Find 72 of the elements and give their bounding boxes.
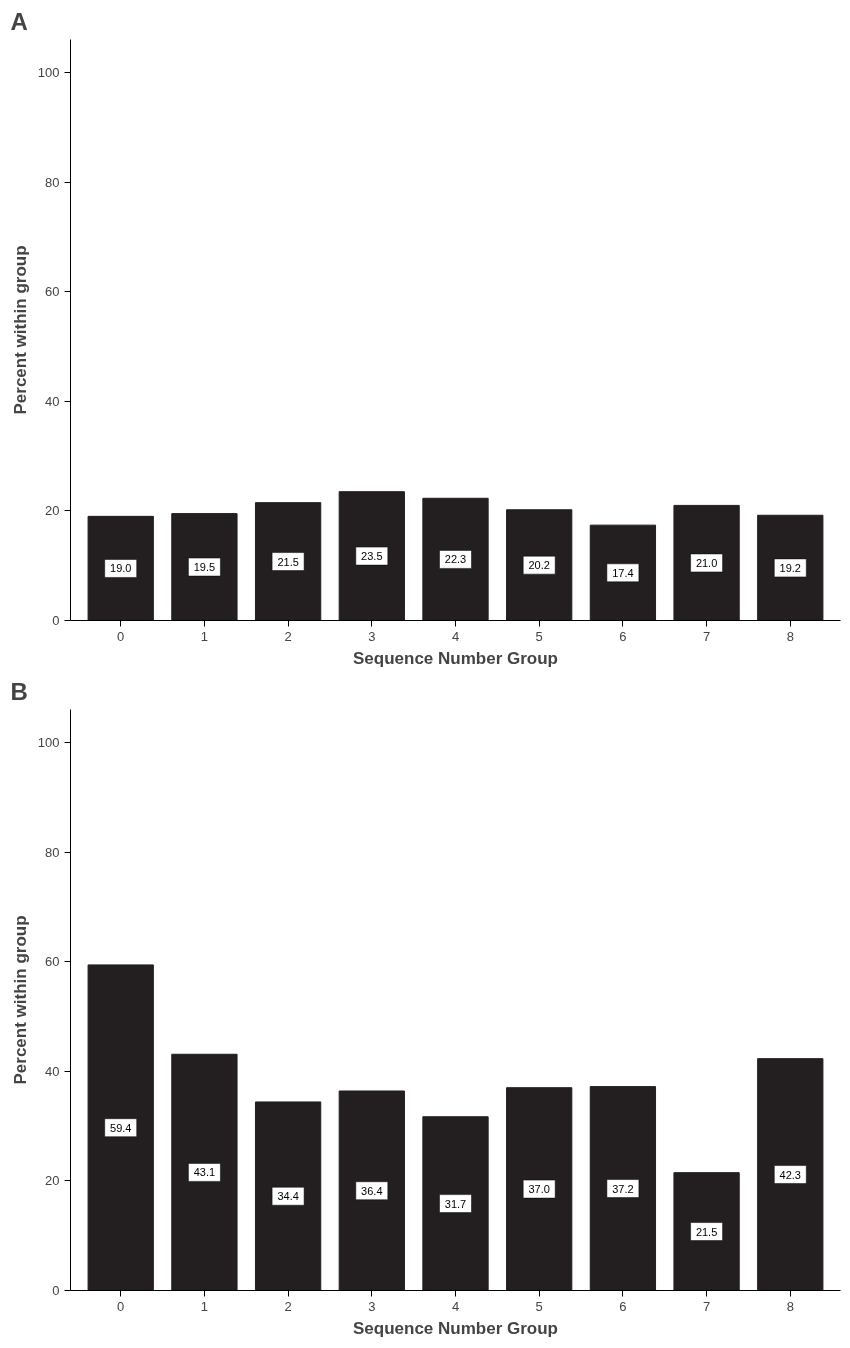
x-tick-label: 8 bbox=[786, 628, 794, 644]
bar bbox=[254, 1101, 322, 1291]
y-axis-title: Percent within group bbox=[10, 245, 30, 415]
data-label: 20.2 bbox=[528, 559, 550, 572]
data-label: 17.4 bbox=[612, 566, 634, 579]
data-label: 21.5 bbox=[277, 555, 299, 568]
bar bbox=[338, 1090, 405, 1291]
bar bbox=[254, 502, 322, 621]
x-tick-label: 8 bbox=[786, 1298, 794, 1314]
bar bbox=[757, 514, 824, 621]
bar bbox=[589, 1086, 657, 1291]
data-label: 43.1 bbox=[193, 1166, 216, 1179]
bar bbox=[87, 964, 154, 1291]
bar bbox=[422, 497, 489, 621]
x-tick-label: 3 bbox=[368, 1298, 376, 1314]
bar bbox=[171, 1053, 238, 1291]
chart-title: B bbox=[10, 677, 28, 705]
bar bbox=[757, 1058, 824, 1291]
data-label: 22.3 bbox=[444, 553, 467, 566]
x-tick-label: 4 bbox=[451, 1298, 460, 1314]
data-label: 59.4 bbox=[110, 1121, 132, 1134]
bar bbox=[506, 1087, 573, 1291]
data-label: 21.0 bbox=[695, 556, 718, 569]
bar bbox=[87, 515, 154, 621]
data-label: 19.5 bbox=[193, 561, 216, 574]
x-tick-label: 7 bbox=[702, 1298, 711, 1314]
x-tick-label: 6 bbox=[619, 1298, 627, 1314]
data-label: 34.4 bbox=[277, 1190, 299, 1203]
x-tick-label: 2 bbox=[284, 1298, 292, 1314]
bar bbox=[673, 504, 740, 621]
y-tick-label: 60 bbox=[45, 284, 60, 300]
data-label: 21.5 bbox=[695, 1225, 718, 1238]
y-tick-label: 40 bbox=[45, 1063, 60, 1079]
x-tick-label: 1 bbox=[200, 628, 209, 644]
x-tick-label: 6 bbox=[619, 628, 627, 644]
y-tick-label: 20 bbox=[45, 503, 60, 519]
x-axis-title: Sequence Number Group bbox=[353, 1318, 558, 1338]
x-tick-label: 2 bbox=[284, 628, 292, 644]
y-tick-label: 80 bbox=[45, 844, 60, 860]
y-tick-label: 20 bbox=[45, 1173, 60, 1189]
x-tick-label: 7 bbox=[702, 628, 711, 644]
bar bbox=[506, 509, 573, 621]
bar bbox=[338, 491, 405, 621]
y-tick-label: 80 bbox=[45, 174, 60, 190]
y-tick-label: 0 bbox=[52, 1283, 60, 1298]
y-tick-label: 100 bbox=[37, 64, 60, 80]
x-tick-label: 1 bbox=[200, 1298, 209, 1314]
data-label: 37.2 bbox=[612, 1182, 634, 1195]
data-label: 19.0 bbox=[110, 562, 132, 575]
y-tick-label: 100 bbox=[37, 734, 60, 750]
bar bbox=[171, 513, 238, 621]
data-label: 19.2 bbox=[779, 561, 801, 574]
x-axis-title: Sequence Number Group bbox=[353, 648, 558, 668]
x-tick-label: 3 bbox=[368, 628, 376, 644]
data-label: 23.5 bbox=[361, 550, 383, 563]
data-label: 31.7 bbox=[444, 1197, 467, 1210]
x-tick-label: 0 bbox=[117, 1298, 125, 1314]
x-tick-label: 5 bbox=[535, 1298, 543, 1314]
data-label: 37.0 bbox=[528, 1183, 550, 1196]
x-tick-label: 5 bbox=[535, 628, 543, 644]
data-label: 42.3 bbox=[779, 1168, 801, 1181]
x-tick-label: 0 bbox=[117, 628, 125, 644]
y-tick-label: 40 bbox=[45, 393, 60, 409]
y-tick-label: 60 bbox=[45, 954, 60, 970]
y-tick-label: 0 bbox=[52, 613, 60, 628]
y-axis-title: Percent within group bbox=[10, 915, 30, 1085]
bar bbox=[589, 524, 657, 621]
bar bbox=[673, 1172, 740, 1291]
bar bbox=[422, 1116, 489, 1291]
data-label: 36.4 bbox=[361, 1184, 383, 1197]
chart-title: A bbox=[10, 7, 28, 35]
x-tick-label: 4 bbox=[451, 628, 460, 644]
